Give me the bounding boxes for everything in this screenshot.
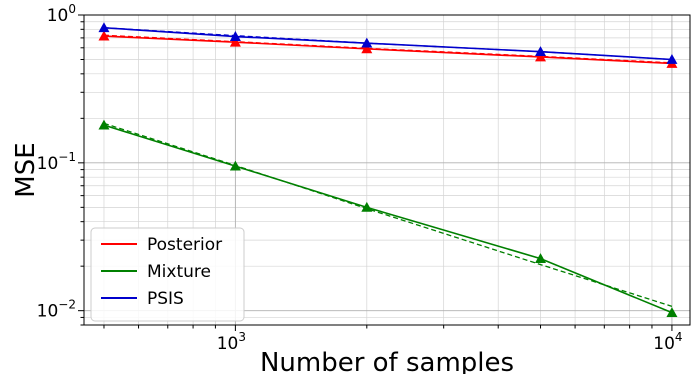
legend-label-mixture: Mixture xyxy=(147,262,211,282)
psis-point xyxy=(361,37,373,48)
mixture-point xyxy=(229,160,241,171)
mixture-point xyxy=(535,253,547,264)
posterior-point xyxy=(98,30,110,41)
series-markers xyxy=(98,22,678,318)
tick-labels: 103 104 10−2 10−1 100 xyxy=(37,2,683,354)
y-tick-label: 10−1 xyxy=(37,150,76,174)
posterior-point xyxy=(535,51,547,62)
axis-ticks xyxy=(78,14,673,331)
legend-label-psis: PSIS xyxy=(147,289,184,309)
mixture-point xyxy=(666,307,678,318)
psis-point xyxy=(229,31,241,41)
psis-point xyxy=(98,22,110,33)
psis-point xyxy=(535,46,547,57)
y-tick-label: 100 xyxy=(47,2,76,26)
y-axis-label: MSE xyxy=(11,142,41,197)
mixture-point xyxy=(361,201,373,212)
x-tick-label: 103 xyxy=(217,330,246,354)
psis-point xyxy=(666,54,678,64)
posterior-point xyxy=(361,43,373,54)
x-tick-label: 104 xyxy=(653,330,682,354)
x-axis-label: Number of samples xyxy=(260,348,514,374)
psis-line xyxy=(103,26,672,61)
posterior-point xyxy=(229,36,241,47)
legend-label-posterior: Posterior xyxy=(147,235,222,255)
mixture-point xyxy=(98,119,110,130)
y-tick-label: 10−2 xyxy=(37,298,76,322)
legend: Posterior Mixture PSIS xyxy=(90,227,245,322)
